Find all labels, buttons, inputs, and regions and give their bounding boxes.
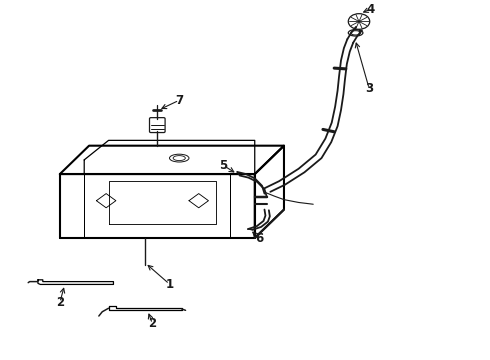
Text: 2: 2 [148, 317, 156, 330]
Text: 1: 1 [166, 278, 173, 291]
Text: 7: 7 [175, 94, 183, 107]
Text: 3: 3 [365, 82, 373, 95]
Text: 5: 5 [219, 159, 227, 172]
Text: 4: 4 [367, 3, 375, 15]
Text: 6: 6 [255, 232, 264, 245]
Text: 2: 2 [56, 296, 64, 309]
